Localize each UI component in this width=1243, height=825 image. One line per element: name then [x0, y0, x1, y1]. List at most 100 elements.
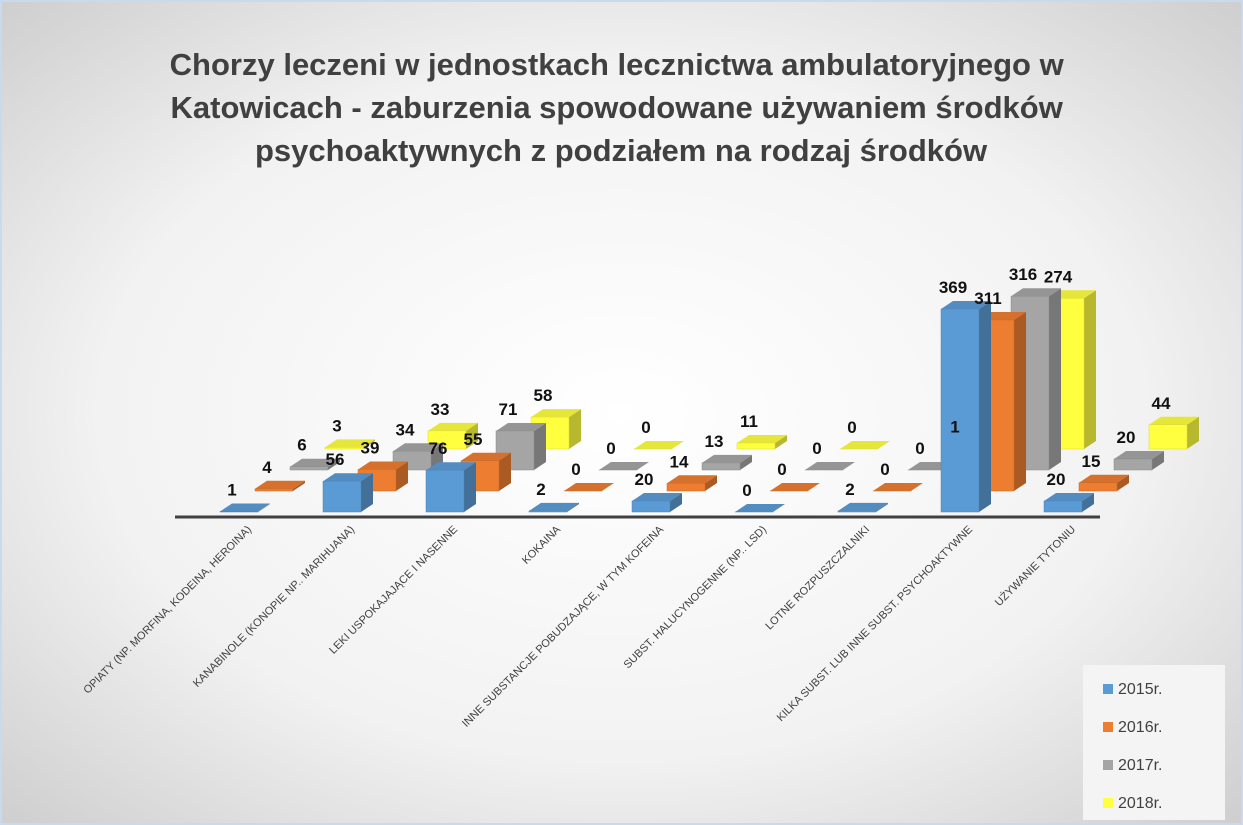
- bar-top: [428, 422, 478, 431]
- bar-side: [705, 475, 717, 491]
- bar-top: [529, 502, 579, 511]
- bar-side: [534, 422, 546, 470]
- bar-top: [667, 475, 717, 484]
- value-label: 33: [431, 400, 450, 419]
- value-label: 0: [606, 439, 615, 458]
- bar: [1148, 424, 1188, 450]
- bar-side: [1082, 493, 1094, 512]
- chart-title: Chorzy leczeni w jednostkach lecznictwa …: [170, 47, 1073, 168]
- value-label: 0: [880, 460, 889, 479]
- value-label: 274: [1044, 267, 1073, 286]
- bar-top: [632, 493, 682, 501]
- bar-side: [876, 502, 888, 512]
- bar-side: [569, 409, 581, 449]
- bar-top: [564, 483, 614, 491]
- bar: [666, 483, 706, 492]
- value-label: 0: [641, 418, 650, 437]
- legend-swatch: [1103, 760, 1113, 770]
- value-label: 56: [326, 450, 345, 469]
- bar-top: [838, 502, 888, 511]
- bar-top: [358, 461, 408, 470]
- value-label: 1: [227, 480, 236, 499]
- bar: [324, 447, 364, 450]
- bar-side: [363, 439, 375, 449]
- bar-side: [1049, 288, 1061, 470]
- bar-side: [361, 473, 373, 512]
- value-label: 55: [464, 430, 483, 449]
- value-label: 44: [1152, 394, 1171, 413]
- bar-top: [325, 439, 375, 448]
- bar-top: [1044, 493, 1094, 501]
- bar-side: [1117, 474, 1129, 491]
- bar-top: [220, 503, 270, 512]
- bar-side: [740, 454, 752, 470]
- value-label: 0: [812, 439, 821, 458]
- bar-top: [461, 452, 511, 461]
- value-label: 1: [950, 417, 959, 436]
- value-label: 2: [845, 480, 854, 499]
- bar-top: [426, 462, 476, 471]
- value-label: 34: [396, 420, 415, 439]
- value-label: 2: [536, 480, 545, 499]
- bar: [940, 308, 980, 513]
- bar-side: [396, 461, 408, 491]
- value-label: 20: [1117, 428, 1136, 447]
- title-line: Katowicach - zaburzenia spowodowane używ…: [171, 90, 1064, 125]
- legend-label: 2018r.: [1118, 795, 1162, 812]
- value-label: 14: [670, 452, 689, 471]
- bar-side: [567, 502, 579, 512]
- bar-top: [1079, 474, 1129, 483]
- bar-side: [328, 458, 340, 470]
- legend-label: 2017r.: [1118, 757, 1162, 774]
- bar-top: [634, 441, 684, 449]
- bar-top: [840, 441, 890, 449]
- value-label: 11: [740, 412, 758, 431]
- bar: [289, 466, 329, 471]
- value-label: 0: [777, 460, 786, 479]
- bar: [1043, 500, 1083, 513]
- bar-side: [1014, 311, 1026, 491]
- bar: [736, 442, 776, 450]
- bar-side: [670, 493, 682, 512]
- bar-top: [737, 434, 787, 443]
- value-label: 0: [571, 460, 580, 479]
- value-label: 0: [742, 481, 751, 500]
- bar-side: [258, 503, 270, 512]
- value-label: 20: [635, 470, 654, 489]
- bar-side: [775, 434, 787, 449]
- bar-top: [290, 458, 340, 467]
- bar-side: [466, 422, 478, 449]
- bar-side: [979, 301, 991, 512]
- value-label: 0: [915, 439, 924, 458]
- bar-side: [1084, 290, 1096, 449]
- bar-top: [323, 473, 373, 482]
- legend-label: 2015r.: [1118, 681, 1162, 698]
- bar-side: [1187, 416, 1199, 449]
- bar: [701, 462, 741, 471]
- value-label: 316: [1009, 265, 1037, 284]
- value-label: 71: [499, 400, 518, 419]
- bar-side: [293, 480, 305, 491]
- bar-top: [735, 504, 785, 512]
- value-label: 13: [705, 432, 724, 451]
- bar: [1113, 458, 1153, 471]
- bar-top: [770, 483, 820, 491]
- value-label: 0: [847, 418, 856, 437]
- bar: [528, 510, 568, 513]
- bar-side: [464, 462, 476, 512]
- value-label: 311: [974, 289, 1001, 308]
- value-label: 3: [332, 416, 341, 435]
- value-label: 20: [1047, 470, 1066, 489]
- bar-side: [499, 452, 511, 491]
- bar-top: [805, 462, 855, 470]
- bar-top: [702, 454, 752, 463]
- legend-swatch: [1103, 798, 1113, 808]
- value-label: 6: [297, 436, 306, 455]
- bar-top: [496, 422, 546, 431]
- title-line: Chorzy leczeni w jednostkach lecznictwa …: [170, 47, 1065, 82]
- legend-swatch: [1103, 684, 1113, 694]
- value-label: 58: [534, 386, 553, 405]
- bar: [322, 480, 362, 513]
- bar-top: [255, 480, 305, 489]
